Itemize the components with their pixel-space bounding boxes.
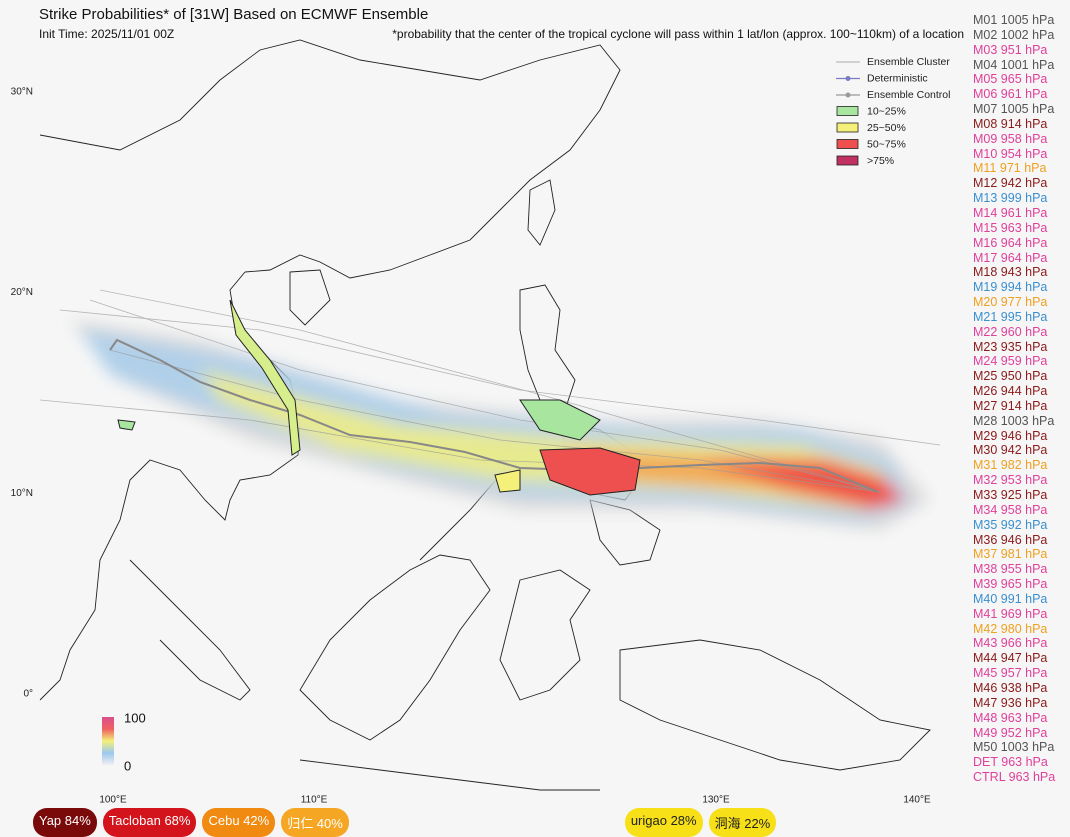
member-entry: M04 1001 hPa [973, 57, 1055, 72]
member-entry: M36 946 hPa [973, 532, 1048, 547]
legend-swatch [836, 139, 859, 149]
member-entry: M48 963 hPa [973, 710, 1048, 725]
member-entry: M43 966 hPa [973, 636, 1048, 651]
lon-label: 140°E [903, 795, 931, 806]
member-entry: M13 999 hPa [973, 191, 1048, 206]
lat-label: 10°N [11, 488, 33, 499]
location-pill: Yap 84% [33, 808, 97, 837]
member-entry: M32 953 hPa [973, 473, 1048, 488]
member-entry: M17 964 hPa [973, 250, 1048, 265]
member-entry: M18 943 hPa [973, 265, 1048, 280]
probability-swath [70, 320, 930, 530]
member-entry: M34 958 hPa [973, 502, 1048, 517]
member-entry: M42 980 hPa [973, 621, 1048, 636]
deterministic-track [109, 338, 879, 493]
member-entry: M29 946 hPa [973, 428, 1048, 443]
legend-label: Deterministic [867, 72, 928, 84]
legend-label: >75% [867, 155, 894, 167]
member-entry: M44 947 hPa [973, 651, 1048, 666]
location-pill: Cebu 42% [202, 808, 276, 837]
location-pill: Tacloban 68% [102, 808, 197, 837]
member-entry: M05 965 hPa [973, 72, 1048, 87]
legend-label: 10~25% [867, 105, 906, 117]
member-entry: M24 959 hPa [973, 354, 1048, 369]
member-entry: M02 1002 hPa [973, 27, 1055, 42]
member-entry: M26 944 hPa [973, 384, 1048, 399]
member-entry: M23 935 hPa [973, 339, 1048, 354]
member-entry: M31 982 hPa [973, 458, 1048, 473]
lat-label: 20°N [11, 287, 33, 298]
member-entry: M12 942 hPa [973, 176, 1048, 191]
legend-label: Ensemble Cluster [867, 56, 950, 68]
member-entry: M20 977 hPa [973, 295, 1048, 310]
member-entry: M33 925 hPa [973, 488, 1048, 502]
note: *probability that the center of the trop… [392, 27, 964, 41]
member-entry: M37 981 hPa [973, 547, 1048, 562]
member-entry: M10 954 hPa [973, 146, 1048, 161]
color-bar-min: 0 [124, 758, 131, 773]
landfall-areas [117, 299, 641, 496]
legend-label: 50~75% [867, 138, 906, 150]
legend-dot [845, 92, 851, 98]
member-entry: M39 965 hPa [973, 577, 1048, 592]
lat-label: 30°N [11, 87, 33, 98]
member-entry: M35 992 hPa [973, 517, 1048, 532]
color-bar [102, 717, 114, 765]
member-entry: M16 964 hPa [973, 235, 1048, 250]
member-entry: M22 960 hPa [973, 324, 1048, 339]
member-entry: M07 1005 hPa [973, 102, 1055, 117]
title: Strike Probabilities* of [31W] Based on … [39, 6, 428, 23]
member-entry: M21 995 hPa [973, 309, 1048, 324]
member-entry: M27 914 hPa [973, 398, 1048, 413]
member-list: M01 1005 hPa M02 1002 hPa M03 951 hPa M04 1… [973, 13, 1055, 785]
member-entry: M03 951 hPa [973, 42, 1048, 57]
member-entry: M50 1003 hPa [973, 740, 1055, 755]
member-entry: M28 1003 hPa [973, 413, 1055, 428]
member-entry: M15 963 hPa [973, 220, 1048, 235]
member-entry: M25 950 hPa [973, 369, 1048, 384]
member-entry: M41 969 hPa [973, 606, 1048, 621]
legend-label: 25~50% [867, 122, 906, 134]
member-entry: M47 936 hPa [973, 695, 1048, 710]
member-entry: DET 963 hPa [973, 755, 1048, 770]
member-entry: M49 952 hPa [973, 725, 1048, 740]
color-bar-max: 100 [124, 710, 146, 725]
lon-label: 110°E [301, 795, 328, 806]
legend: Ensemble Cluster Deterministic Ensemble Co… [836, 56, 950, 167]
legend-swatch [836, 122, 859, 133]
legend-dot [845, 76, 851, 81]
location-pill: 洞海 22% [708, 808, 777, 837]
member-entry: M14 961 hPa [973, 205, 1048, 220]
member-entry: M11 971 hPa [973, 161, 1047, 176]
location-pill: 归仁 40% [281, 808, 349, 837]
member-entry: M46 938 hPa [973, 680, 1048, 695]
member-entry: M06 961 hPa [973, 87, 1048, 102]
member-entry: M09 958 hPa [973, 131, 1048, 146]
member-entry: CTRL 963 hPa [973, 770, 1056, 785]
lon-label: 100°E [99, 795, 127, 806]
init-time: Init Time: 2025/11/01 00Z [39, 27, 174, 41]
location-pill: urigao 28% [624, 808, 703, 837]
member-entry: M01 1005 hPa [973, 13, 1055, 27]
member-entry: M08 914 hPa [973, 116, 1048, 131]
member-entry: M19 994 hPa [973, 280, 1048, 295]
legend-swatch [836, 155, 859, 166]
member-entry: M40 991 hPa [973, 591, 1048, 606]
member-entry: M45 957 hPa [973, 666, 1048, 681]
lat-label: 0° [23, 689, 33, 700]
legend-swatch [836, 106, 859, 116]
location-pills: Yap 84% Tacloban 68% Cebu 42% 归仁 40% urigao … [33, 808, 777, 837]
member-entry: M30 942 hPa [973, 443, 1048, 458]
member-entry: M38 955 hPa [973, 562, 1048, 577]
legend-label: Ensemble Control [867, 89, 950, 101]
lon-label: 130°E [702, 795, 730, 806]
